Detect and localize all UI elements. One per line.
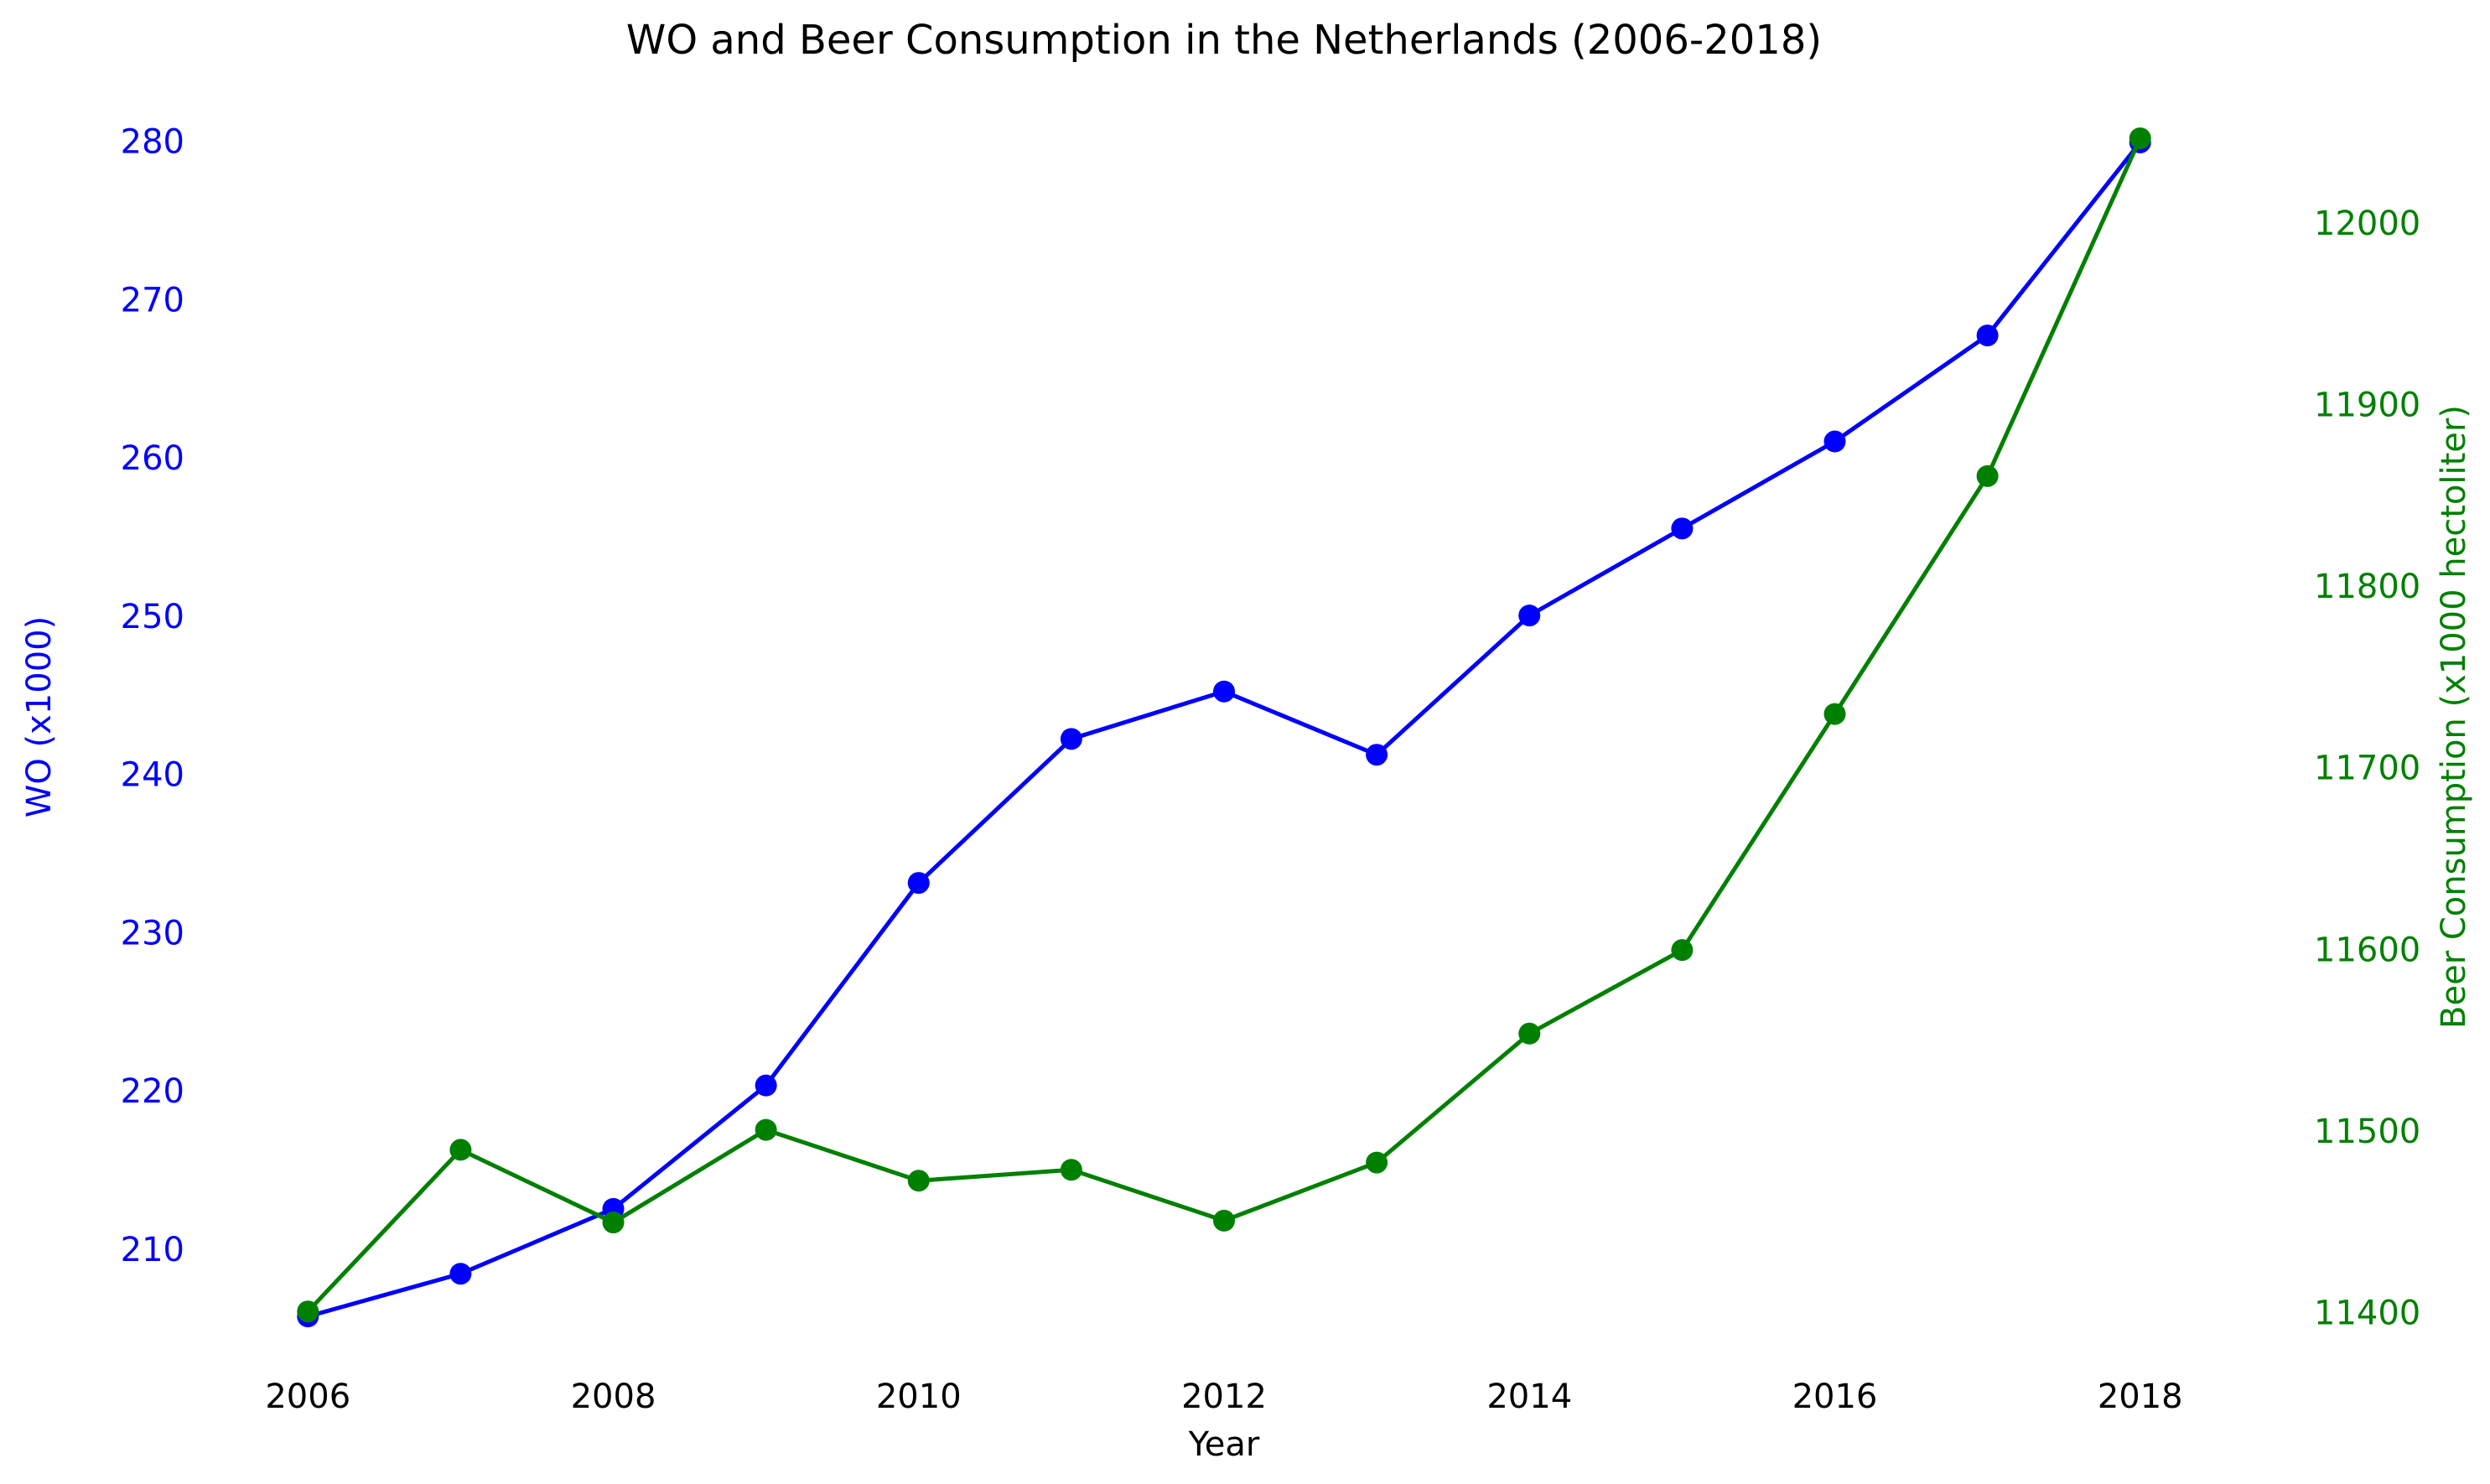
right-y-axis-ticks: 11400 11500 11600 11700 11800 11900 12000 — [2314, 205, 2420, 1333]
x-axis-label: Year — [1188, 1425, 1260, 1464]
x-tick-label: 2012 — [1181, 1378, 1267, 1416]
wo-data-point — [1823, 430, 1846, 453]
left-y-axis-label: WO (x1000) — [20, 616, 59, 817]
beer-data-point — [1671, 939, 1694, 962]
left-y-tick-label: 210 — [121, 1231, 184, 1269]
wo-series-line — [305, 140, 2143, 1319]
left-y-tick-label: 270 — [121, 281, 184, 319]
left-y-axis-ticks: 210 220 230 240 250 260 270 280 — [121, 123, 184, 1269]
beer-data-point — [1060, 1159, 1082, 1181]
left-y-tick-label: 250 — [121, 598, 184, 636]
beer-series-line — [305, 136, 2143, 1314]
wo-data-point — [1213, 680, 1235, 703]
right-y-tick-label: 11900 — [2314, 387, 2420, 425]
beer-data-point — [755, 1118, 777, 1141]
wo-data-point — [1366, 744, 1388, 766]
left-y-tick-label: 220 — [121, 1072, 184, 1111]
x-tick-label: 2010 — [876, 1378, 962, 1416]
right-y-tick-label: 11800 — [2314, 568, 2420, 606]
left-y-tick-label: 260 — [121, 439, 184, 478]
beer-data-point — [1366, 1151, 1388, 1174]
beer-data-point — [297, 1300, 319, 1323]
chart-title: WO and Beer Consumption in the Netherlan… — [626, 17, 1822, 64]
beer-data-point — [2129, 127, 2151, 149]
beer-data-point — [1976, 464, 1999, 487]
x-tick-label: 2008 — [571, 1378, 656, 1416]
beer-data-point — [449, 1139, 472, 1161]
right-y-axis-label: Beer Consumption (x1000 hectoliter) — [2435, 405, 2473, 1029]
x-tick-label: 2018 — [2098, 1378, 2183, 1416]
right-y-tick-label: 11500 — [2314, 1113, 2420, 1151]
beer-data-point — [1518, 1022, 1541, 1045]
right-y-tick-label: 11400 — [2314, 1295, 2420, 1333]
wo-data-point — [449, 1263, 472, 1285]
series-layer — [297, 127, 2151, 1328]
wo-data-point — [1518, 604, 1541, 627]
left-y-tick-label: 280 — [121, 123, 184, 162]
beer-data-point — [1213, 1209, 1235, 1232]
wo-data-point — [1671, 517, 1694, 540]
right-y-tick-label: 11600 — [2314, 931, 2420, 969]
wo-data-point — [755, 1074, 777, 1097]
beer-data-point — [602, 1212, 625, 1234]
right-y-tick-label: 11700 — [2314, 750, 2420, 788]
x-tick-label: 2016 — [1792, 1378, 1878, 1416]
x-axis-ticks: 2006 2008 2010 2012 2014 2016 2018 — [265, 1378, 2182, 1416]
left-y-tick-label: 240 — [121, 756, 184, 795]
wo-data-point — [1976, 324, 1999, 347]
beer-data-point — [1823, 703, 1846, 725]
x-tick-label: 2006 — [265, 1378, 350, 1416]
right-y-tick-label: 12000 — [2314, 205, 2420, 243]
x-tick-label: 2014 — [1486, 1378, 1572, 1416]
wo-data-point — [907, 872, 930, 895]
wo-data-point — [1060, 728, 1082, 750]
beer-data-point — [907, 1170, 930, 1192]
left-y-tick-label: 230 — [121, 914, 184, 952]
